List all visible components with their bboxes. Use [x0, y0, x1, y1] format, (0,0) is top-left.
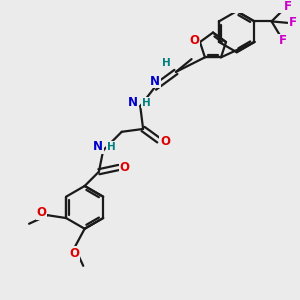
Text: O: O	[120, 161, 130, 174]
Text: O: O	[36, 206, 46, 219]
Text: N: N	[93, 140, 103, 153]
Text: N: N	[128, 96, 138, 109]
Text: O: O	[160, 135, 170, 148]
Text: F: F	[284, 0, 292, 13]
Text: O: O	[189, 34, 199, 47]
Text: H: H	[161, 58, 170, 68]
Text: F: F	[279, 34, 287, 47]
Text: N: N	[150, 75, 161, 88]
Text: H: H	[142, 98, 150, 108]
Text: O: O	[70, 247, 80, 260]
Text: H: H	[107, 142, 116, 152]
Text: F: F	[288, 16, 296, 29]
